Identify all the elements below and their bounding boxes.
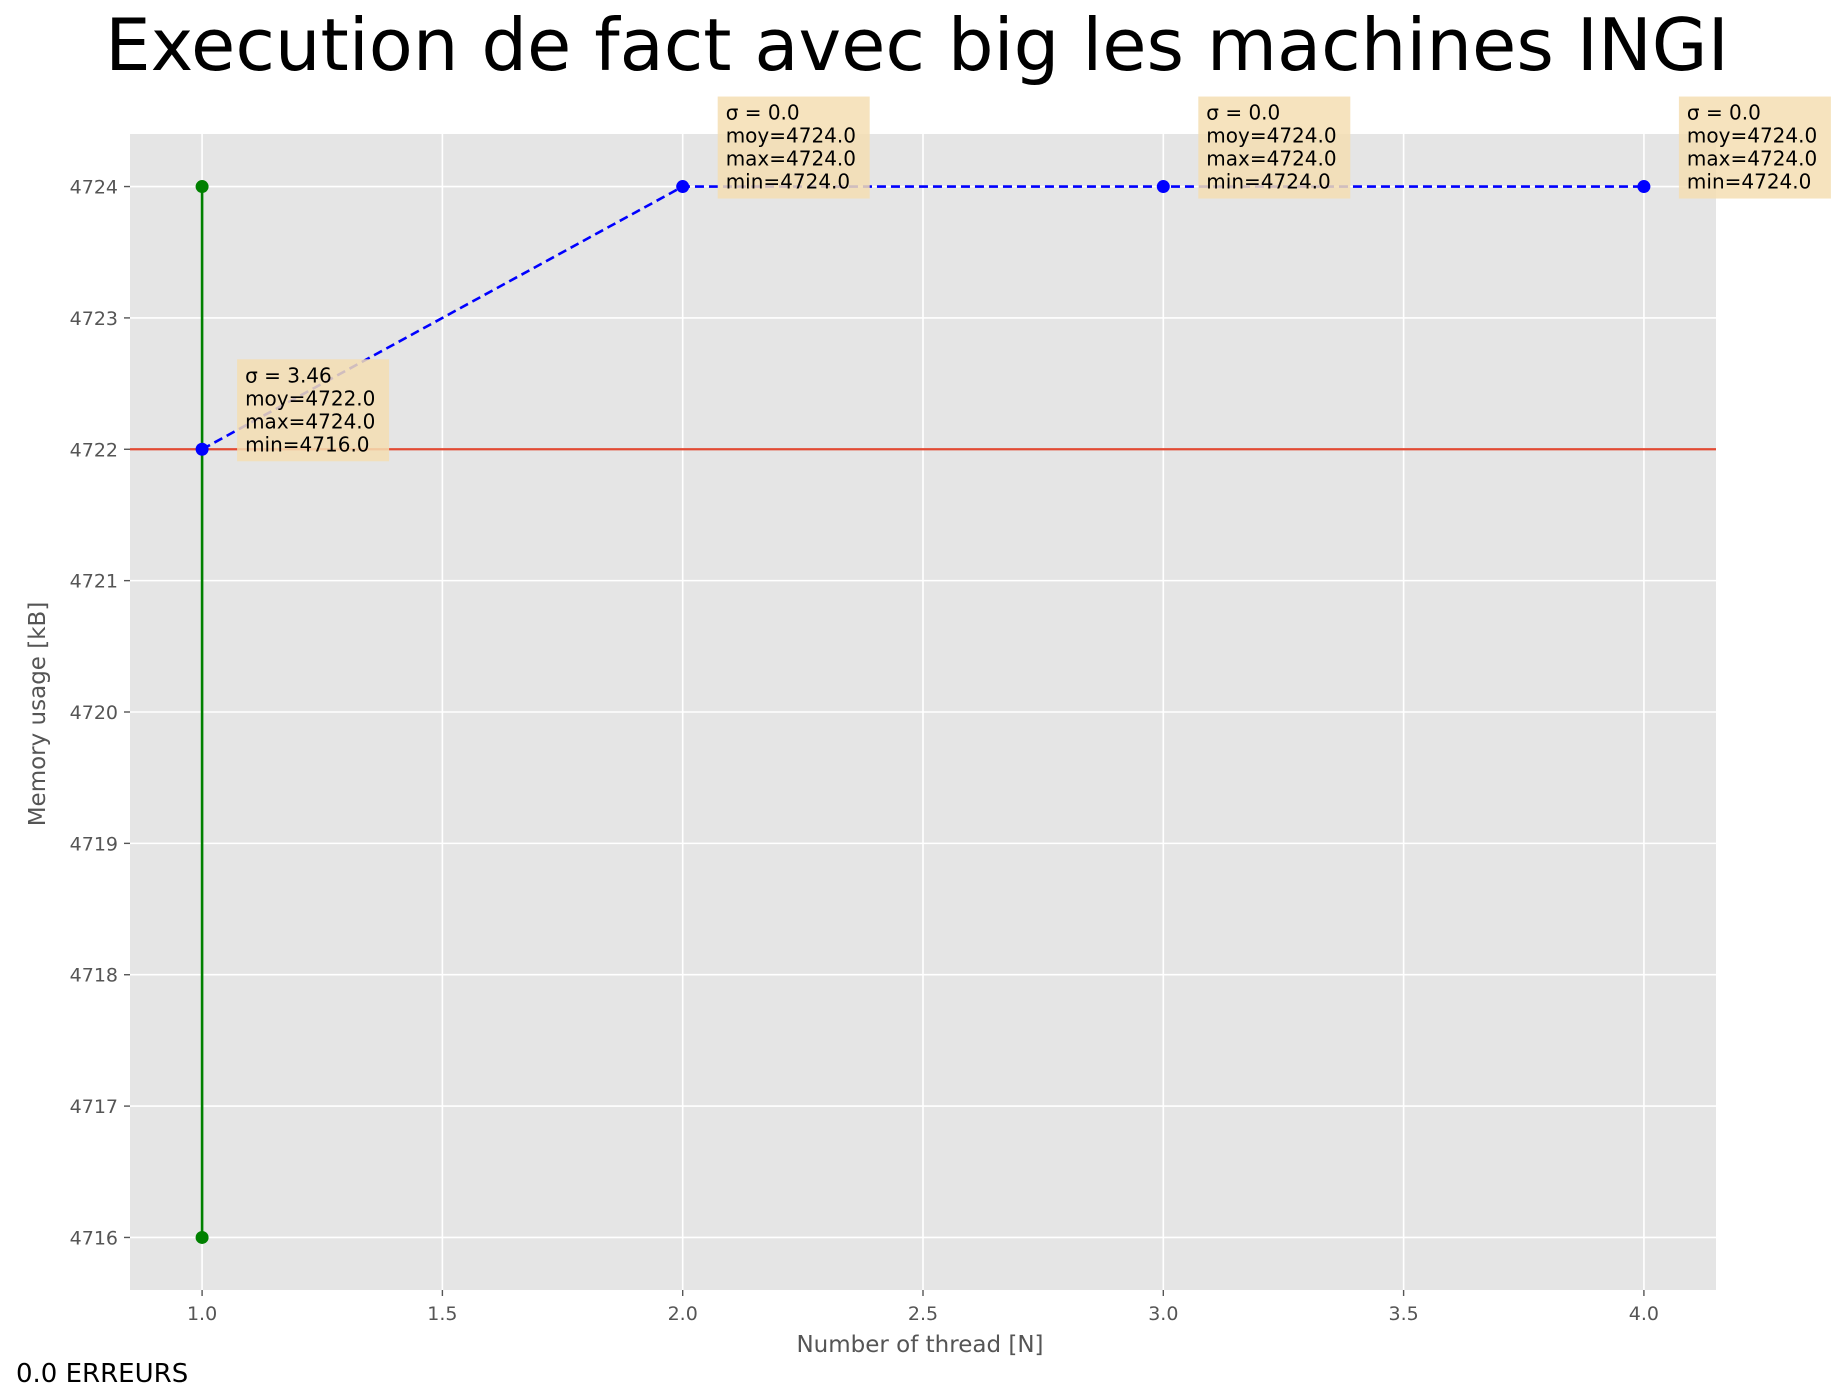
x-tick-label: 3.5 [1388, 1303, 1418, 1325]
annotation-line: moy=4724.0 [1687, 124, 1817, 148]
y-tick-label: 4717 [70, 1096, 118, 1118]
x-tick-label: 3.0 [1148, 1303, 1178, 1325]
annotation-box [1678, 96, 1831, 199]
annotation-line: min=4716.0 [245, 432, 369, 456]
annotation-line: moy=4724.0 [726, 124, 856, 148]
annotation-line: max=4724.0 [1687, 147, 1817, 171]
x-tick-label: 2.0 [668, 1303, 698, 1325]
y-tick-label: 4724 [70, 177, 118, 199]
errors-count-text: 0.0 ERREURS [16, 1359, 188, 1389]
annotation-line: max=4724.0 [245, 409, 375, 433]
x-tick-label: 1.0 [187, 1303, 217, 1325]
annotation-box [1198, 96, 1351, 199]
chart-marks [130, 180, 1716, 1244]
x-axis-ticks: 1.0 1.5 2.0 2.5 3.0 3.5 4.0 [187, 1290, 1659, 1325]
x-tick-label: 1.5 [427, 1303, 457, 1325]
series-point [1637, 180, 1651, 194]
y-tick-label: 4721 [70, 571, 118, 593]
annotation-box [237, 359, 390, 462]
series-line [201, 185, 1644, 451]
chart-title: Execution de fact avec big les machines … [105, 3, 1729, 87]
y-tick-label: 4719 [70, 833, 118, 855]
annotation-line: σ = 0.0 [726, 101, 800, 125]
annotation-box [717, 96, 870, 199]
annotation-line: min=4724.0 [1687, 170, 1811, 194]
annotation-line: σ = 0.0 [1687, 101, 1761, 125]
series-point [1156, 180, 1170, 194]
annotation-line: min=4724.0 [1206, 170, 1330, 194]
x-tick-label: 4.0 [1629, 1303, 1659, 1325]
annotation-line: min=4724.0 [726, 170, 850, 194]
annotation-line: σ = 0.0 [1206, 101, 1280, 125]
y-tick-label: 4716 [70, 1227, 118, 1249]
y-tick-label: 4722 [70, 439, 118, 461]
series-point [195, 442, 209, 456]
x-axis-label: Number of thread [N] [796, 1332, 1043, 1358]
y-axis-ticks: 4716 4717 4718 4719 4720 4721 4722 4723 4724 [70, 177, 130, 1249]
range-max-point [195, 180, 209, 194]
annotation-line: moy=4722.0 [245, 386, 375, 410]
annotation-line: max=4724.0 [726, 147, 856, 171]
x-tick-label: 2.5 [908, 1303, 938, 1325]
y-tick-label: 4718 [70, 965, 118, 987]
annotation-line: max=4724.0 [1206, 147, 1336, 171]
stat-annotations: σ = 3.46moy=4722.0max=4724.0min=4716.0σ … [237, 96, 1831, 462]
annotation-line: moy=4724.0 [1206, 124, 1336, 148]
y-tick-label: 4720 [70, 702, 118, 724]
annotation-line: σ = 3.46 [245, 363, 332, 387]
series-point [676, 180, 690, 194]
y-tick-label: 4723 [70, 308, 118, 330]
y-axis-label: Memory usage [kB] [25, 602, 51, 827]
range-min-point [195, 1230, 209, 1244]
